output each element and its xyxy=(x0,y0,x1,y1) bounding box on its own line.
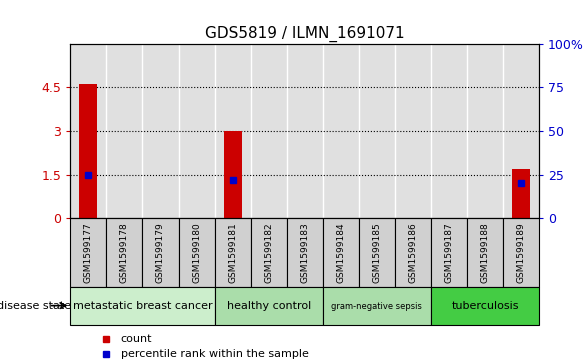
Text: GSM1599183: GSM1599183 xyxy=(300,223,309,283)
Bar xyxy=(79,84,97,219)
Bar xyxy=(323,44,359,219)
Text: GSM1599185: GSM1599185 xyxy=(372,223,381,283)
Bar xyxy=(512,169,530,219)
Text: GSM1599189: GSM1599189 xyxy=(517,223,526,283)
Bar xyxy=(395,219,431,287)
Bar xyxy=(107,219,142,287)
Text: GSM1599186: GSM1599186 xyxy=(408,223,417,283)
Bar xyxy=(467,44,503,219)
Bar xyxy=(142,219,179,287)
Bar xyxy=(431,287,539,325)
Bar xyxy=(359,44,395,219)
Bar xyxy=(251,44,287,219)
Bar xyxy=(70,44,107,219)
Bar xyxy=(70,219,107,287)
Bar xyxy=(214,219,251,287)
Bar xyxy=(395,44,431,219)
Text: count: count xyxy=(121,334,152,343)
Text: GSM1599181: GSM1599181 xyxy=(228,223,237,283)
Text: GSM1599182: GSM1599182 xyxy=(264,223,273,283)
Text: healthy control: healthy control xyxy=(227,301,311,311)
Text: GSM1599178: GSM1599178 xyxy=(120,223,129,283)
Bar xyxy=(224,131,241,219)
Text: gram-negative sepsis: gram-negative sepsis xyxy=(332,302,423,311)
Bar xyxy=(287,44,323,219)
Bar xyxy=(214,287,323,325)
Bar xyxy=(431,44,467,219)
Text: GSM1599184: GSM1599184 xyxy=(336,223,345,283)
Text: GSM1599179: GSM1599179 xyxy=(156,223,165,283)
Bar xyxy=(70,287,214,325)
Text: GSM1599188: GSM1599188 xyxy=(481,223,489,283)
Text: tuberculosis: tuberculosis xyxy=(451,301,519,311)
Text: GSM1599180: GSM1599180 xyxy=(192,223,201,283)
Bar xyxy=(323,219,359,287)
Bar xyxy=(179,219,214,287)
Bar xyxy=(503,219,539,287)
Bar xyxy=(467,219,503,287)
Text: metastatic breast cancer: metastatic breast cancer xyxy=(73,301,212,311)
Text: disease state: disease state xyxy=(0,301,71,311)
Bar xyxy=(142,44,179,219)
Bar xyxy=(323,287,431,325)
Text: percentile rank within the sample: percentile rank within the sample xyxy=(121,349,309,359)
Bar xyxy=(503,44,539,219)
Bar xyxy=(179,44,214,219)
Bar xyxy=(287,219,323,287)
Title: GDS5819 / ILMN_1691071: GDS5819 / ILMN_1691071 xyxy=(205,26,404,42)
Text: GSM1599187: GSM1599187 xyxy=(444,223,454,283)
Bar xyxy=(359,219,395,287)
Bar xyxy=(214,44,251,219)
Bar xyxy=(107,44,142,219)
Bar xyxy=(431,219,467,287)
Bar xyxy=(251,219,287,287)
Text: GSM1599177: GSM1599177 xyxy=(84,223,93,283)
